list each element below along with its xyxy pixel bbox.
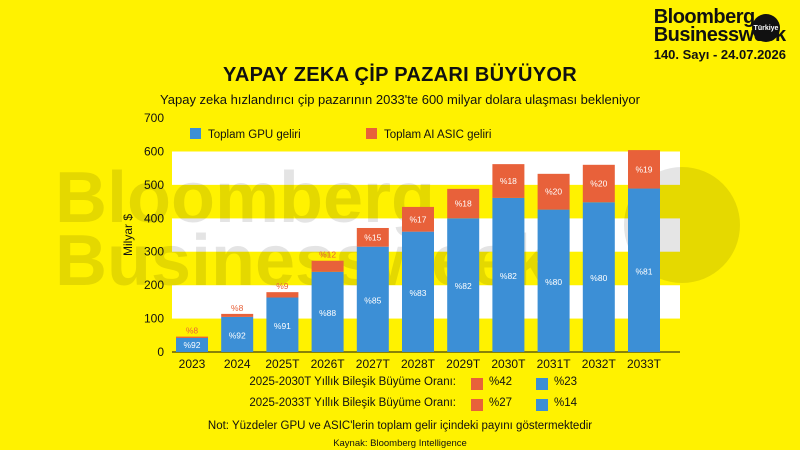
cagr-gpu-swatch — [536, 399, 548, 411]
bar-gpu-label: %80 — [545, 277, 562, 287]
bar-gpu — [311, 271, 344, 352]
bar-asic — [628, 150, 660, 189]
bar-gpu-label: %83 — [409, 288, 426, 298]
cagr-label: 2025-2033T Yıllık Bileşik Büyüme Oranı: — [249, 397, 456, 409]
grid-band — [172, 118, 680, 152]
bar-gpu-label: %88 — [319, 308, 336, 318]
y-axis-label: Milyar $ — [121, 214, 135, 256]
bar-asic-label: %9 — [276, 281, 289, 291]
bar-gpu-label: %82 — [455, 281, 472, 291]
x-tick-label: 2031T — [537, 357, 572, 371]
y-tick-label: 400 — [144, 211, 164, 225]
brand-badge: Türkiye — [752, 14, 780, 42]
legend-swatch — [190, 128, 201, 139]
cagr-gpu-value: %14 — [554, 397, 578, 409]
y-tick-label: 300 — [144, 245, 164, 259]
issue-info: 140. Sayı - 24.07.2026 — [653, 47, 786, 62]
x-tick-label: 2029T — [446, 357, 481, 371]
legend-swatch — [366, 128, 377, 139]
bar-asic — [402, 206, 434, 232]
bar-gpu-label: %80 — [590, 273, 607, 283]
bar-asic — [537, 173, 570, 210]
bar-gpu-label: %92 — [183, 340, 200, 350]
legend-label: Toplam AI ASIC geliri — [384, 129, 491, 141]
x-tick-label: 2023 — [179, 357, 206, 371]
bar-asic-label: %8 — [231, 303, 244, 313]
x-tick-label: 2025T — [265, 357, 300, 371]
bar-gpu — [628, 188, 660, 352]
bar-asic-label: %18 — [455, 199, 472, 209]
bar-asic-label: %15 — [364, 232, 381, 242]
y-tick-label: 200 — [144, 278, 164, 292]
bar-gpu — [176, 337, 208, 352]
chart-note: Not: Yüzdeler GPU ve ASIC'lerin toplam g… — [207, 420, 593, 432]
bars: %92 %8 2023 %92 %8 2024 %91 %9 2025T %88 %12 2026T%… — [176, 150, 662, 371]
chart-title: YAPAY ZEKA ÇİP PAZARI BÜYÜYOR — [223, 64, 577, 86]
bar-gpu — [582, 202, 615, 352]
y-tick-label: 100 — [144, 312, 164, 326]
bar-gpu — [492, 197, 525, 352]
cagr-asic-swatch — [471, 378, 483, 390]
bar-asic-label: %20 — [545, 187, 562, 197]
chart-source: Kaynak: Bloomberg Intelligence — [333, 438, 467, 449]
cagr-row: 2025-2033T Yıllık Bileşik Büyüme Oranı:%… — [0, 397, 800, 413]
bar-gpu — [266, 297, 299, 352]
cagr-asic-value: %42 — [489, 376, 513, 388]
bar-gpu-label: %82 — [500, 271, 517, 281]
brand-line-1: Bloomberg — [653, 6, 756, 28]
brand-logo: Bloomberg Businessweek 140. Sayı - 24.07… — [653, 6, 786, 62]
x-tick-label: 2032T — [582, 357, 617, 371]
bar-gpu-label: %81 — [635, 266, 652, 276]
x-tick-label: 2030T — [491, 357, 526, 371]
legend: Toplam GPU geliri Toplam AI ASIC geliri — [190, 128, 491, 141]
stacked-bar-chart: Bloomberg Businessweek 01002003004005006… — [55, 111, 740, 371]
bar-asic-label: %20 — [590, 179, 607, 189]
cagr-gpu-swatch — [536, 378, 548, 390]
cagr-asic-swatch — [471, 399, 483, 411]
bar-gpu-label: %85 — [364, 295, 381, 305]
bar-asic — [447, 188, 480, 219]
bar-asic — [311, 260, 344, 272]
x-tick-label: 2026T — [311, 357, 346, 371]
cagr-asic-value: %27 — [489, 397, 513, 409]
cagr-row: 2025-2030T Yıllık Bileşik Büyüme Oranı:%… — [0, 376, 800, 392]
bar-gpu — [221, 316, 254, 352]
bar-asic — [582, 164, 615, 203]
chart-subtitle: Yapay zeka hızlandırıcı çip pazarının 20… — [160, 92, 640, 107]
bar-gpu — [356, 246, 389, 352]
bar-asic-label: %18 — [500, 176, 517, 186]
y-tick-label: 700 — [144, 111, 164, 125]
bar-asic — [221, 313, 254, 317]
bar-asic-label: %12 — [319, 250, 336, 260]
bar-gpu-label: %91 — [274, 321, 291, 331]
bar-gpu — [537, 209, 570, 352]
bar-asic-label: %19 — [635, 164, 652, 174]
cagr-label: 2025-2030T Yıllık Bileşik Büyüme Oranı: — [249, 376, 456, 388]
x-tick-label: 2033T — [627, 357, 662, 371]
x-tick-label: 2024 — [224, 357, 251, 371]
y-tick-label: 600 — [144, 144, 164, 158]
bar-asic — [266, 292, 299, 298]
y-axis: 0 100 200 300 400 500 600 700 — [144, 111, 680, 359]
watermark-line-1: Bloomberg — [55, 158, 435, 238]
bar-asic — [176, 336, 208, 338]
bar-asic-label: %8 — [186, 326, 199, 336]
bar-gpu — [447, 218, 480, 352]
bar-asic — [492, 164, 525, 198]
bar-asic — [356, 227, 389, 247]
y-tick-label: 0 — [157, 345, 164, 359]
cagr-gpu-value: %23 — [554, 376, 578, 388]
y-tick-label: 500 — [144, 178, 164, 192]
bar-gpu — [402, 231, 434, 352]
x-tick-label: 2028T — [401, 357, 436, 371]
bar-gpu-label: %92 — [229, 330, 246, 340]
bar-asic-label: %17 — [409, 214, 426, 224]
legend-label: Toplam GPU geliri — [208, 129, 301, 141]
x-tick-label: 2027T — [356, 357, 391, 371]
